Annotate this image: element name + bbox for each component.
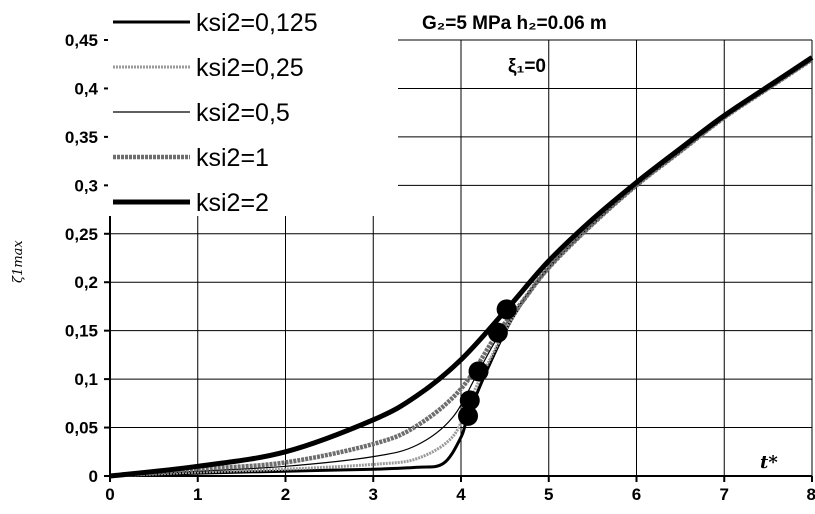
series-markers [458,299,517,426]
x-tick-label: 1 [193,485,202,504]
y-tick-label: 0,45 [65,31,98,50]
legend-label-1: ksi2=0,125 [196,9,318,37]
x-tick-label: 6 [632,485,641,504]
y-tick-label: 0,15 [65,322,98,341]
series-marker-2 [459,390,480,411]
annotation-params: G₂=5 MPa h₂=0.06 m [422,13,607,34]
x-tick-label: 5 [544,485,553,504]
x-tick-label: 2 [281,485,290,504]
tick-labels: 0 0,05 0,1 0,15 0,2 0,25 0,3 0,35 0,4 0,45 0 1 2 3 4 5 6… [65,31,815,504]
y-tick-label: 0,2 [74,273,98,292]
y-tick-label: 0 [89,467,98,486]
x-tick-label: 7 [720,485,729,504]
series-marker-1 [458,405,479,426]
y-tick-label: 0,25 [65,225,98,244]
annotation-xi: ξ₁=0 [508,56,546,77]
x-tick-label: 0 [105,485,114,504]
legend-label-3: ksi2=0,5 [196,99,290,127]
y-tick-label: 0,35 [65,128,98,147]
y-tick-label: 0,4 [74,79,98,98]
series-marker-4 [487,322,508,343]
legend-label-2: ksi2=0,25 [196,54,304,82]
x-tick-label: 3 [369,485,378,504]
x-tick-label: 8 [807,485,815,504]
legend: ksi2=0,125 ksi2=0,25 ksi2=0,5 ksi2=1 ksi2=2 [108,0,398,217]
series-marker-3 [468,361,489,382]
series-marker-5 [496,299,517,320]
legend-label-5: ksi2=2 [196,189,269,217]
y-axis-label: ζ1max [11,240,26,283]
legend-background [108,0,398,216]
x-tick-label: 4 [456,485,466,504]
y-tick-label: 0,05 [65,419,98,438]
x-axis-label: t* [760,452,778,473]
y-tick-label: 0,1 [74,370,98,389]
legend-label-4: ksi2=1 [196,144,269,172]
y-tick-label: 0,3 [74,176,98,195]
